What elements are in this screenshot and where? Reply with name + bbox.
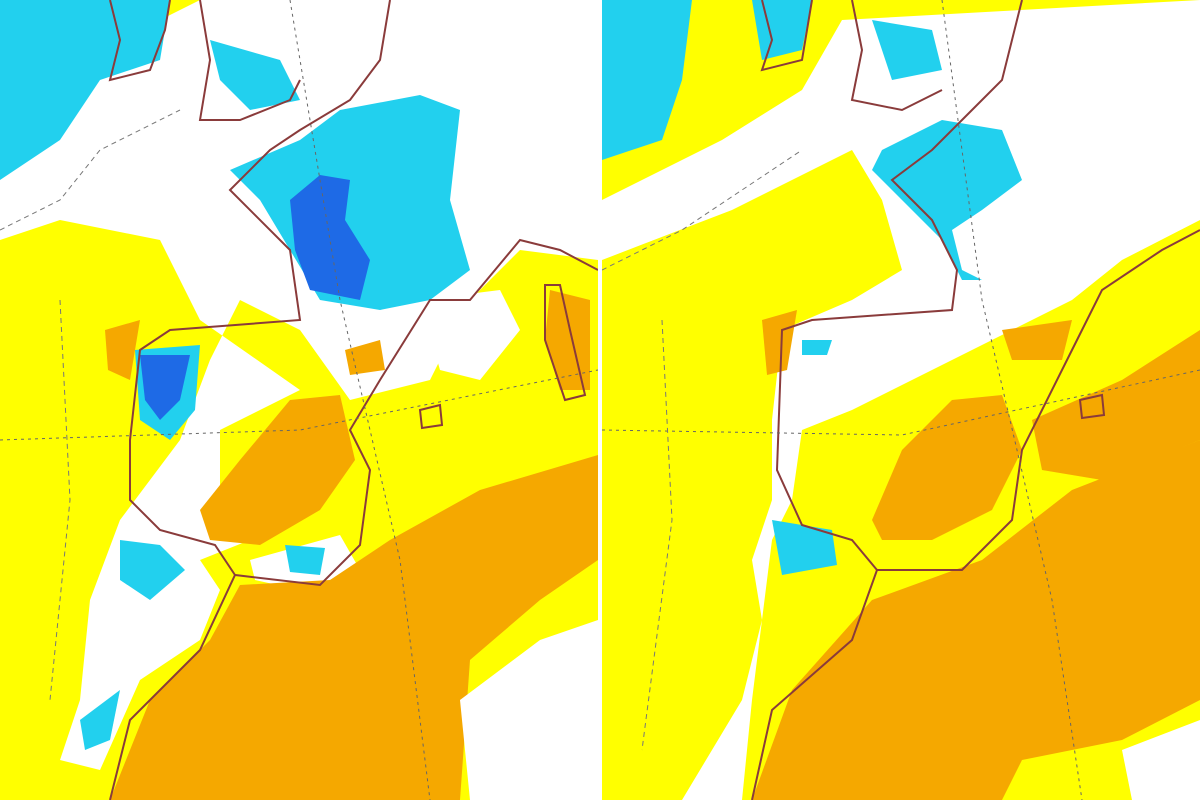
right-map (602, 0, 1200, 800)
coastline (418, 403, 444, 430)
coastline (108, 0, 171, 82)
warm-area (1002, 320, 1072, 360)
contour (602, 149, 803, 751)
cold-area (872, 20, 942, 80)
white-area (420, 290, 520, 380)
cold-area (230, 95, 470, 310)
coastline (109, 238, 598, 800)
cold-area (0, 0, 170, 180)
cold-area (120, 540, 185, 600)
cold-area (285, 545, 325, 575)
contour (0, 109, 181, 701)
cold-area (872, 120, 1022, 280)
warm-area (872, 395, 1022, 540)
coastline (198, 0, 301, 121)
cold-area (602, 0, 692, 160)
coastline (544, 284, 587, 402)
grid-line (0, 369, 598, 441)
white-area (602, 0, 1200, 800)
warm-area (105, 320, 140, 380)
warm-area (762, 310, 797, 375)
coastline (775, 0, 1023, 571)
coastline (760, 0, 813, 72)
warm-area (752, 440, 1200, 800)
coastline (129, 0, 391, 576)
grid-line (941, 0, 1083, 800)
left-map (0, 0, 598, 800)
cold-area (80, 690, 120, 750)
white-area (460, 620, 598, 800)
white-area (1122, 720, 1200, 800)
very-cold-area (140, 355, 190, 420)
cold-area (772, 520, 837, 575)
cold-area (752, 0, 812, 60)
warm-area (110, 455, 598, 800)
warm-area (1032, 330, 1200, 480)
cold-area (802, 340, 832, 355)
coastline (850, 0, 943, 112)
grid-line (602, 369, 1200, 436)
warm-area (200, 395, 355, 545)
coastline (1078, 393, 1106, 420)
coastline (751, 229, 1200, 800)
cold-area (210, 40, 300, 110)
